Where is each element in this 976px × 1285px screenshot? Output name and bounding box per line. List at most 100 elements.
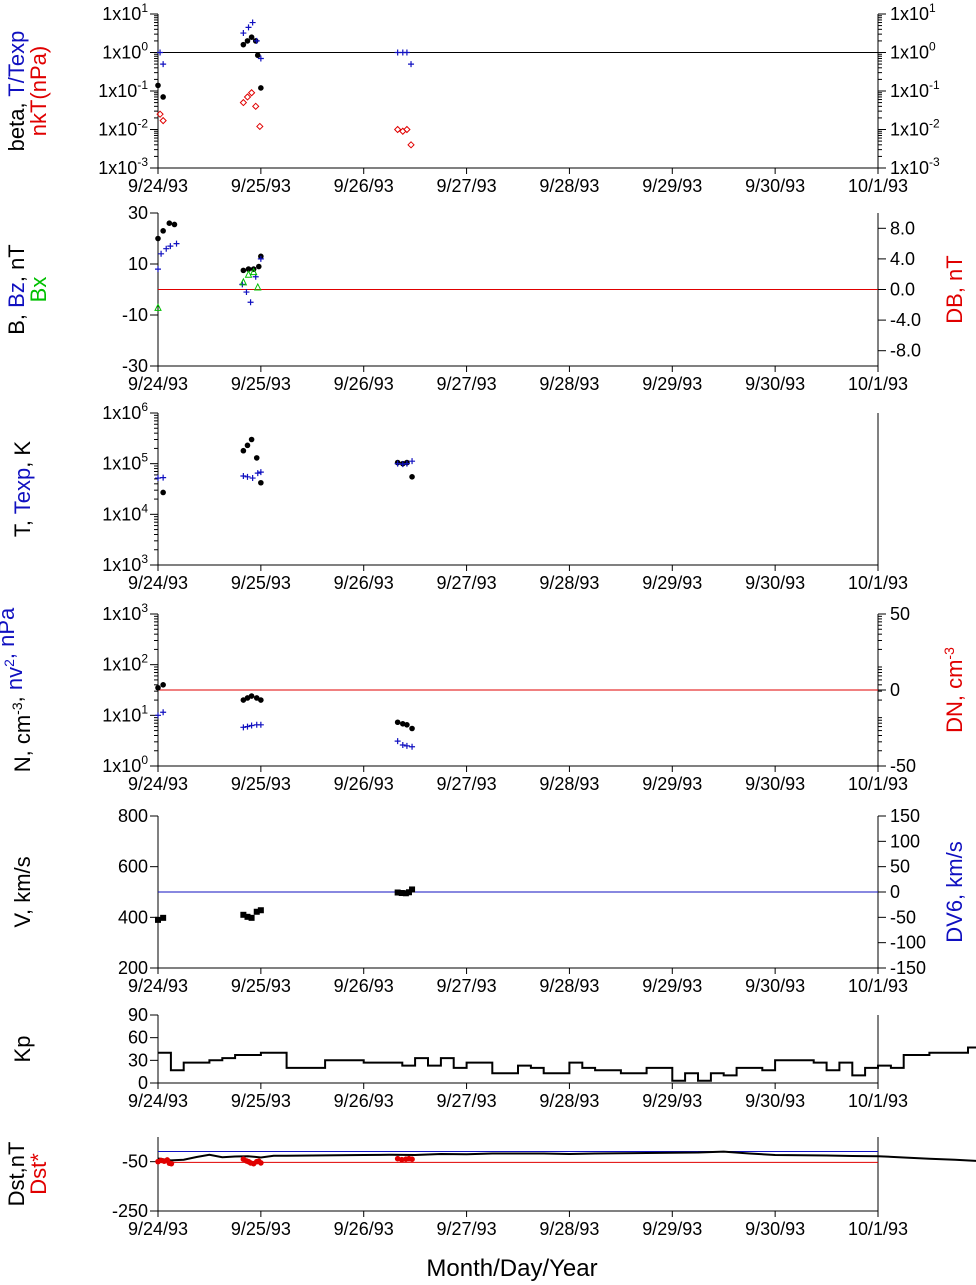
data-point bbox=[240, 267, 247, 274]
x-tick-label: 9/25/93 bbox=[231, 374, 291, 394]
data-point bbox=[403, 460, 410, 467]
y-tick-label: -30 bbox=[122, 356, 148, 376]
left-axis-title: Bx bbox=[26, 277, 51, 303]
series-b bbox=[155, 220, 264, 274]
panel-kp: 9/24/93 9/25/93 9/26/93 9/27/93 9/28/93 9/29/… bbox=[10, 1005, 976, 1111]
panel-velocity: 9/24/93 9/25/93 9/26/93 9/27/93 9/28/93 9/29/… bbox=[10, 806, 967, 996]
data-point bbox=[399, 741, 406, 748]
data-point bbox=[248, 914, 255, 921]
y-tick-label: 1x105 bbox=[102, 451, 148, 474]
y2-tick-label: 50 bbox=[890, 857, 910, 877]
data-point bbox=[409, 743, 416, 750]
data-point bbox=[394, 460, 401, 467]
data-point bbox=[247, 299, 254, 306]
y-tick-label: 1x103 bbox=[102, 601, 148, 624]
y2-tick-label: -50 bbox=[890, 907, 916, 927]
left-axis-title: nkT(nPa) bbox=[26, 46, 51, 136]
x-tick-label: 9/25/93 bbox=[231, 1219, 291, 1239]
data-point bbox=[258, 1160, 264, 1166]
panel-dst: 9/24/93 9/25/93 9/26/93 9/27/93 9/28/93 9/29/… bbox=[4, 1137, 976, 1239]
x-tick-label: 9/26/93 bbox=[334, 176, 394, 196]
data-point bbox=[253, 282, 262, 291]
x-tick-label: 9/24/93 bbox=[128, 1219, 188, 1239]
x-tick-label: 9/26/93 bbox=[334, 1219, 394, 1239]
x-tick-label: 9/27/93 bbox=[437, 1219, 497, 1239]
data-point bbox=[398, 890, 405, 897]
series-dst- bbox=[155, 1155, 415, 1167]
data-point bbox=[247, 89, 256, 97]
x-tick-label: 10/1/93 bbox=[848, 374, 908, 394]
y-tick-label: 1x100 bbox=[102, 753, 148, 776]
data-point bbox=[249, 475, 256, 482]
y-tick-label: 60 bbox=[128, 1028, 148, 1048]
x-tick-label: 9/30/93 bbox=[745, 573, 805, 593]
x-tick-label: 9/29/93 bbox=[642, 976, 702, 996]
y-tick-label: 1x100 bbox=[102, 40, 148, 63]
x-tick-label: 9/27/93 bbox=[437, 774, 497, 794]
y-tick-label: 400 bbox=[118, 907, 148, 927]
data-point bbox=[258, 697, 264, 703]
y2-tick-label: 50 bbox=[890, 604, 910, 624]
left-axis-title: beta, T/Texp bbox=[4, 31, 29, 152]
data-point bbox=[173, 240, 180, 247]
y-tick-label: 1x106 bbox=[102, 400, 148, 423]
data-point bbox=[257, 255, 264, 262]
x-tick-label: 9/24/93 bbox=[128, 976, 188, 996]
x-tick-label: 9/30/93 bbox=[745, 774, 805, 794]
x-tick-label: 9/28/93 bbox=[539, 1091, 599, 1111]
y-tick-label: 0 bbox=[138, 1073, 148, 1093]
data-point bbox=[255, 263, 262, 270]
y-tick-label: -10 bbox=[122, 305, 148, 325]
y-tick-label: 1x10-1 bbox=[98, 78, 148, 101]
x-tick-label: 9/27/93 bbox=[437, 573, 497, 593]
y-tick-label: 1x101 bbox=[102, 702, 148, 725]
data-point bbox=[409, 886, 416, 893]
y-tick-label: 10 bbox=[128, 254, 148, 274]
data-point bbox=[156, 110, 164, 118]
x-tick-label: 9/26/93 bbox=[334, 774, 394, 794]
y-tick-label: 800 bbox=[118, 806, 148, 826]
x-axis-title: Month/Day/Year bbox=[426, 1255, 597, 1282]
x-tick-label: 9/26/93 bbox=[334, 976, 394, 996]
x-tick-label: 9/24/93 bbox=[128, 374, 188, 394]
right-axis-title: DV6, km/s bbox=[942, 841, 967, 942]
series-t bbox=[160, 436, 415, 496]
data-point bbox=[393, 125, 402, 134]
data-point bbox=[245, 266, 252, 272]
x-tick-label: 9/26/93 bbox=[334, 374, 394, 394]
data-point bbox=[402, 890, 409, 897]
x-tick-label: 10/1/93 bbox=[848, 573, 908, 593]
data-point bbox=[409, 458, 416, 465]
series-kp bbox=[158, 1046, 976, 1082]
x-tick-label: 9/25/93 bbox=[231, 1091, 291, 1111]
data-point bbox=[160, 489, 166, 496]
data-point bbox=[171, 221, 178, 228]
data-point bbox=[243, 93, 252, 101]
data-point bbox=[394, 719, 401, 726]
data-point bbox=[240, 30, 247, 37]
data-point bbox=[160, 228, 166, 234]
data-point bbox=[248, 693, 255, 699]
y2-tick-label: 4.0 bbox=[890, 249, 915, 269]
left-axis-title: B, Bz, nT bbox=[4, 244, 29, 335]
y2-tick-label: 1x10-1 bbox=[890, 78, 940, 101]
y2-tick-label: 1x10-3 bbox=[890, 155, 940, 178]
x-tick-label: 9/25/93 bbox=[231, 176, 291, 196]
x-tick-label: 9/25/93 bbox=[231, 774, 291, 794]
left-axis-title: N, cm-3, nv2, nPa bbox=[0, 607, 35, 772]
data-point bbox=[394, 889, 401, 896]
x-tick-label: 9/28/93 bbox=[539, 976, 599, 996]
x-tick-label: 9/30/93 bbox=[745, 176, 805, 196]
x-tick-label: 9/24/93 bbox=[128, 573, 188, 593]
data-point bbox=[253, 455, 260, 461]
data-point bbox=[240, 911, 247, 918]
data-point bbox=[249, 267, 258, 276]
data-point bbox=[258, 479, 264, 486]
x-tick-label: 9/24/93 bbox=[128, 1091, 188, 1111]
y-tick-label: 1x10-3 bbox=[98, 155, 148, 178]
data-point bbox=[240, 697, 247, 703]
panel-field: 9/24/93 9/25/93 9/26/93 9/27/93 9/28/93 9/29/… bbox=[4, 203, 967, 394]
x-tick-label: 9/30/93 bbox=[745, 1091, 805, 1111]
x-tick-label: 9/24/93 bbox=[128, 774, 188, 794]
series-texp bbox=[155, 458, 416, 482]
